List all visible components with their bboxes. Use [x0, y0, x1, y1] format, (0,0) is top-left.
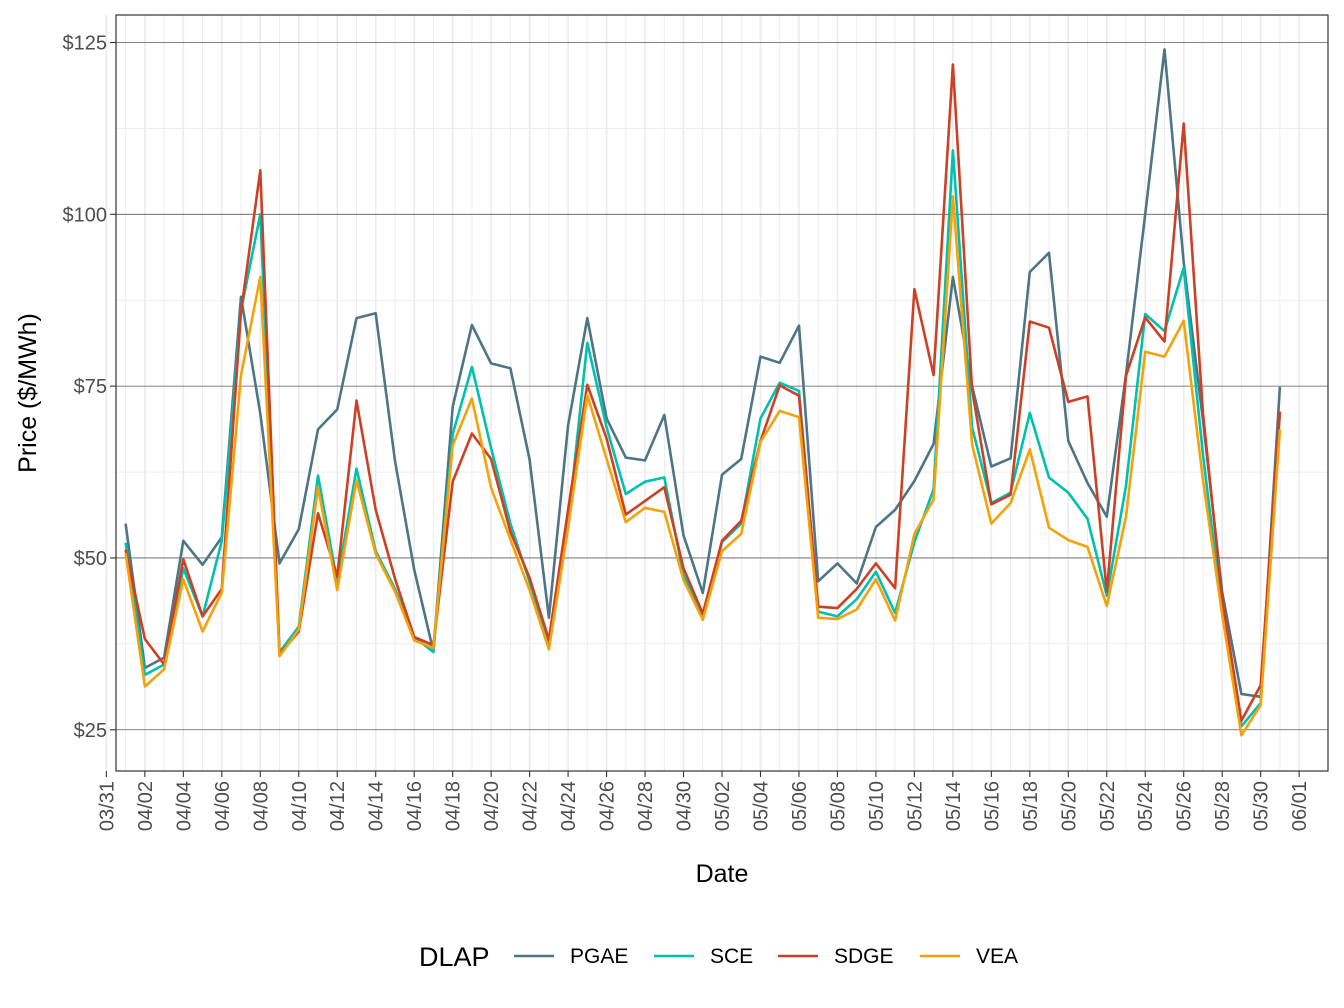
legend-label-vea: VEA — [976, 945, 1018, 968]
x-tick-label: 04/02 — [135, 781, 157, 831]
x-tick-label: 04/06 — [212, 781, 234, 831]
x-tick-label: 04/16 — [404, 781, 426, 831]
legend: DLAP PGAE SCE SDGE VEA — [419, 942, 1018, 972]
x-tick-label: 05/20 — [1058, 781, 1080, 831]
x-tick-label: 05/10 — [866, 781, 888, 831]
x-tick-label: 04/24 — [558, 781, 580, 831]
x-tick-label: 04/12 — [327, 781, 349, 831]
x-tick-label: 04/20 — [481, 781, 503, 831]
legend-title: DLAP — [419, 942, 490, 972]
x-tick-label: 04/22 — [520, 781, 542, 831]
y-tick-label: $75 — [74, 376, 107, 398]
x-tick-label: 04/14 — [366, 781, 388, 831]
series-line-vea — [124, 195, 1282, 737]
x-axis-title: Date — [696, 860, 749, 888]
legend-label-sce: SCE — [710, 945, 753, 968]
y-tick-label: $125 — [63, 32, 108, 54]
y-tick-label: $50 — [74, 548, 107, 570]
series-lines — [124, 48, 1282, 737]
x-tick-label: 05/26 — [1174, 781, 1196, 831]
x-tick-label: 05/08 — [827, 781, 849, 831]
x-tick-label: 04/08 — [250, 781, 272, 831]
x-tick-label: 05/16 — [981, 781, 1003, 831]
minor-gridlines — [105, 15, 1328, 771]
x-tick-label: 05/30 — [1251, 781, 1273, 831]
x-tick-label: 03/31 — [96, 781, 118, 831]
legend-label-pgae: PGAE — [570, 945, 628, 968]
x-tick-label: 06/01 — [1289, 781, 1311, 831]
x-tick-label: 05/22 — [1097, 781, 1119, 831]
x-tick-label: 04/10 — [289, 781, 311, 831]
x-tick-label: 05/24 — [1135, 781, 1157, 831]
series-line-pgae — [124, 48, 1282, 699]
x-tick-label: 05/04 — [750, 781, 772, 831]
x-tick-label: 05/06 — [789, 781, 811, 831]
x-tick-label: 04/26 — [597, 781, 619, 831]
x-tick-label: 05/02 — [712, 781, 734, 831]
y-axis: $25 $50 $75 $100 $125 — [63, 32, 116, 742]
x-tick-label: 05/18 — [1020, 781, 1042, 831]
x-axis: 03/31 04/02 04/04 04/06 04/08 04/10 04/12 04/14… — [96, 771, 1311, 831]
x-tick-label: 05/14 — [943, 781, 965, 831]
x-tick-label: 04/30 — [674, 781, 696, 831]
x-tick-label: 04/28 — [635, 781, 657, 831]
x-tick-label: 04/04 — [173, 781, 195, 831]
y-axis-title: Price ($/MWh) — [14, 313, 42, 473]
legend-label-sdge: SDGE — [834, 945, 894, 968]
y-tick-label: $100 — [63, 204, 108, 226]
x-tick-label: 04/18 — [443, 781, 465, 831]
x-tick-label: 05/28 — [1212, 781, 1234, 831]
y-tick-label: $25 — [74, 720, 107, 742]
x-tick-label: 05/12 — [904, 781, 926, 831]
series-line-sdge — [124, 63, 1282, 723]
